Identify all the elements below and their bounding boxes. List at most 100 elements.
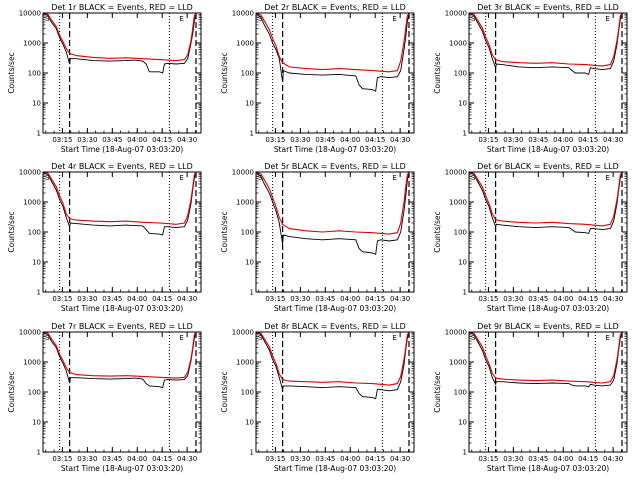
x-tick-label: 03:30 — [290, 455, 310, 463]
y-tick-label: 100 — [28, 229, 41, 237]
y-tick-label: 1 — [250, 130, 254, 138]
y-tick-label: 10 — [458, 259, 467, 267]
plot-frame — [468, 171, 628, 293]
y-tick-label: 1 — [250, 449, 254, 457]
panel-title: Det 6r BLACK = Events, RED = LLD — [477, 162, 619, 171]
y-tick-label: 10 — [458, 419, 467, 427]
start-marker: S — [45, 334, 50, 342]
x-tick-label: 03:15 — [265, 455, 285, 463]
x-tick-label: 04:30 — [603, 455, 623, 463]
end-marker: E — [605, 15, 609, 23]
x-tick-label: 04:00 — [340, 136, 360, 144]
y-tick-label: 10 — [245, 100, 254, 108]
y-tick-label: 10 — [245, 259, 254, 267]
detector-panel: Det 1r BLACK = Events, RED = LLD 03:15 03:… — [7, 3, 202, 154]
x-tick-label: 03:30 — [77, 295, 97, 303]
x-axis-label: Start Time (18-Aug-07 03:03:20) — [274, 304, 396, 313]
y-tick-label: 10000 — [19, 169, 41, 177]
x-tick-label: 04:00 — [127, 455, 147, 463]
y-axis-label: Counts/sec — [433, 52, 442, 93]
x-tick-label: 04:15 — [152, 455, 172, 463]
y-axis-label: Counts/sec — [433, 371, 442, 412]
x-tick-label: 03:15 — [478, 136, 498, 144]
plot-frame — [255, 171, 415, 293]
y-tick-label: 1000 — [236, 40, 254, 48]
x-tick-label: 03:30 — [503, 295, 523, 303]
x-tick-label: 04:30 — [390, 136, 410, 144]
x-tick-label: 03:30 — [290, 295, 310, 303]
events-series-line — [469, 332, 623, 388]
y-tick-label: 1000 — [23, 199, 41, 207]
y-tick-label: 10 — [458, 100, 467, 108]
y-tick-label: 1000 — [23, 40, 41, 48]
y-tick-label: 100 — [28, 389, 41, 397]
y-tick-label: 10 — [32, 100, 41, 108]
detector-panel: Det 3r BLACK = Events, RED = LLD 03:15 03:… — [433, 3, 628, 154]
y-tick-label: 1 — [463, 130, 467, 138]
detector-panel: Det 2r BLACK = Events, RED = LLD 03:15 03:… — [220, 3, 415, 154]
x-tick-label: 03:15 — [52, 295, 72, 303]
events-series-line — [256, 332, 410, 400]
end-marker: E — [392, 174, 396, 182]
y-tick-label: 100 — [454, 229, 467, 237]
end-marker: E — [392, 15, 396, 23]
y-tick-label: 1000 — [449, 359, 467, 367]
y-tick-label: 10000 — [445, 169, 467, 177]
x-tick-label: 04:30 — [390, 295, 410, 303]
detector-panel: Det 7r BLACK = Events, RED = LLD 03:15 03:… — [7, 322, 202, 473]
x-tick-label: 04:00 — [340, 295, 360, 303]
x-tick-label: 04:00 — [127, 136, 147, 144]
x-tick-label: 03:45 — [528, 295, 548, 303]
y-tick-label: 10000 — [232, 329, 254, 337]
x-tick-label: 03:30 — [77, 455, 97, 463]
start-marker: S — [471, 15, 476, 23]
events-series-line — [43, 172, 197, 236]
y-axis-label: Counts/sec — [220, 211, 229, 252]
y-tick-label: 10000 — [19, 10, 41, 18]
x-axis-label: Start Time (18-Aug-07 03:03:20) — [61, 464, 183, 473]
start-marker: S — [471, 334, 476, 342]
y-tick-label: 10000 — [445, 329, 467, 337]
x-tick-label: 04:30 — [177, 136, 197, 144]
end-marker: E — [179, 15, 183, 23]
x-tick-label: 03:30 — [77, 136, 97, 144]
y-tick-label: 100 — [28, 70, 41, 78]
x-tick-label: 03:30 — [503, 136, 523, 144]
events-series-line — [469, 13, 623, 76]
x-tick-label: 04:15 — [365, 455, 385, 463]
x-tick-label: 04:30 — [603, 295, 623, 303]
y-tick-label: 1000 — [236, 199, 254, 207]
panel-title: Det 4r BLACK = Events, RED = LLD — [51, 162, 193, 171]
x-axis-label: Start Time (18-Aug-07 03:03:20) — [274, 464, 396, 473]
y-tick-label: 10000 — [232, 169, 254, 177]
panel-title: Det 3r BLACK = Events, RED = LLD — [477, 3, 619, 12]
x-tick-label: 04:15 — [365, 136, 385, 144]
x-tick-label: 03:15 — [52, 455, 72, 463]
x-tick-label: 03:45 — [315, 295, 335, 303]
detector-panel: Det 8r BLACK = Events, RED = LLD 03:15 03:… — [220, 322, 415, 473]
x-tick-label: 03:15 — [52, 136, 72, 144]
x-tick-label: 03:45 — [528, 136, 548, 144]
x-tick-label: 03:15 — [478, 295, 498, 303]
lld-series-line — [43, 13, 197, 62]
events-series-line — [43, 13, 197, 74]
start-marker: S — [45, 15, 50, 23]
x-tick-label: 04:15 — [578, 455, 598, 463]
x-tick-label: 03:45 — [102, 136, 122, 144]
x-axis-label: Start Time (18-Aug-07 03:03:20) — [487, 145, 609, 154]
detector-panel: Det 5r BLACK = Events, RED = LLD 03:15 03:… — [220, 162, 415, 313]
panel-title: Det 9r BLACK = Events, RED = LLD — [477, 322, 619, 331]
plot-frame — [42, 331, 202, 453]
y-tick-label: 100 — [241, 229, 254, 237]
plot-frame — [468, 331, 628, 453]
y-tick-label: 1000 — [449, 199, 467, 207]
plot-frame — [255, 12, 415, 134]
lld-series-line — [469, 13, 623, 67]
x-tick-label: 04:30 — [177, 455, 197, 463]
x-tick-label: 04:30 — [603, 136, 623, 144]
y-tick-label: 1 — [37, 289, 41, 297]
y-tick-label: 1 — [37, 130, 41, 138]
end-marker: E — [179, 334, 183, 342]
lld-series-line — [43, 172, 197, 225]
